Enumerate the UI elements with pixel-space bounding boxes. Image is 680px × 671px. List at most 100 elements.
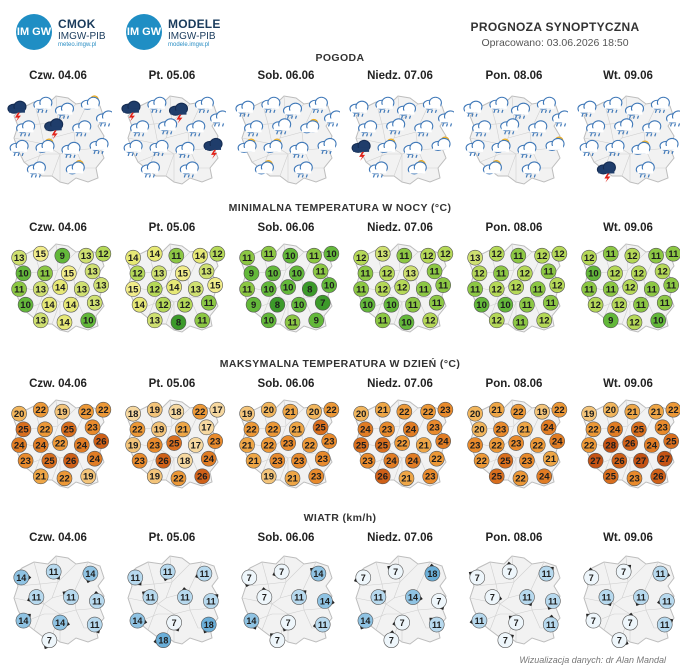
tmin-map-panel[interactable]: 13 15 9 13 12 10 11 15 13 11 13 14 13 13 10 14 14 13 13 14 1… xyxy=(4,240,112,338)
tmax-map-panel[interactable]: 20 22 19 22 22 25 22 25 23 24 24 22 24 26 23 25 26 24 21 22… xyxy=(4,396,112,494)
tmax-station-value: 23 xyxy=(324,436,335,447)
tmax-station: 21 xyxy=(284,470,301,487)
tmin-station: 12 xyxy=(488,245,505,262)
tmin-station-value: 11 xyxy=(470,284,481,295)
tmin-station-value: 12 xyxy=(552,280,563,291)
tmax-station-value: 22 xyxy=(584,440,595,451)
wind-speed-value: 7 xyxy=(275,636,280,646)
tmax-station: 24 xyxy=(383,452,400,469)
tmin-map-panel[interactable]: 12 11 12 11 11 10 12 12 12 11 11 12 11 11 12 12 11 11 9 12 1… xyxy=(574,240,680,338)
tmax-station-value: 21 xyxy=(287,474,298,485)
weather-map-panel[interactable] xyxy=(118,92,230,190)
tmax-station-value: 23 xyxy=(470,440,481,451)
cmok-logo-title: CMOK xyxy=(58,16,96,31)
tmin-map-panel[interactable]: 11 11 10 11 10 9 10 10 11 11 10 10 8 10 9 8 10 7 10 11 9 xyxy=(232,240,340,338)
wind-marker: 7 xyxy=(241,569,258,588)
tmin-station: 11 xyxy=(529,281,546,297)
tmax-station-value: 24 xyxy=(360,425,371,436)
tmin-station-value: 13 xyxy=(377,249,388,260)
tmax-station: 22 xyxy=(420,403,436,420)
weather-map-panel[interactable] xyxy=(346,92,458,190)
wind-marker: 14 xyxy=(13,569,32,586)
wind-speed-value: 7 xyxy=(503,636,508,646)
tmax-station-value: 26 xyxy=(197,472,208,483)
day-label-wind: Pon. 08.06 xyxy=(485,532,543,544)
rain-cloud-icon xyxy=(614,118,634,135)
tmin-map-panel[interactable]: 13 12 11 12 12 12 11 12 11 11 12 12 11 12 10 10 11 11 12 11… xyxy=(460,240,568,338)
tmin-station: 12 xyxy=(611,296,628,313)
tmax-map-panel[interactable]: 18 19 18 22 17 22 19 21 17 19 23 25 17 23 23 26 18 24 19 22… xyxy=(118,396,226,494)
tmax-station: 22 xyxy=(243,421,260,438)
wind-marker: 11 xyxy=(656,616,674,633)
wind-speed-value: 14 xyxy=(16,573,26,583)
tmax-map-panel[interactable]: 20 21 22 19 22 20 23 21 24 23 22 23 22 24 22 25 23 21 25 22… xyxy=(460,396,568,494)
weather-map-panel[interactable] xyxy=(232,92,344,190)
tmin-station-value: 11 xyxy=(242,284,253,295)
cmok-logo-sub: IMGW-PIB xyxy=(58,30,106,42)
tmax-station: 25 xyxy=(374,437,391,453)
modele-logo[interactable]: IM GW MODELE IMGW-PIB modele.imgw.pl xyxy=(126,14,221,50)
wind-marker: 7 xyxy=(280,614,296,632)
tmin-station-value: 12 xyxy=(539,316,550,327)
tmin-station-value: 9 xyxy=(608,316,613,327)
tmax-station-value: 22 xyxy=(268,425,279,436)
tmin-station: 11 xyxy=(405,296,421,313)
tmax-station: 22 xyxy=(37,421,53,438)
tmin-station-value: 11 xyxy=(636,300,647,311)
tmin-station-value: 12 xyxy=(180,300,191,311)
day-label-tmax: Pon. 08.06 xyxy=(485,378,543,390)
tmin-station-value: 10 xyxy=(476,300,487,311)
tmin-station-value: 13 xyxy=(76,284,87,295)
day-label-tmax: Pt. 05.06 xyxy=(148,378,196,390)
wind-marker: 11 xyxy=(127,569,144,586)
tmin-station-value: 11 xyxy=(430,267,441,278)
tmin-station: 11 xyxy=(633,296,649,313)
tmax-map-panel[interactable]: 19 20 21 20 22 22 22 21 25 21 22 23 22 23 21 23 23 23 19 21… xyxy=(232,396,340,494)
weather-map-panel[interactable] xyxy=(574,92,680,190)
tmin-station: 11 xyxy=(37,265,53,282)
tmax-station-value: 25 xyxy=(377,440,388,451)
partly-cloudy-icon xyxy=(431,136,451,151)
tmax-station: 24 xyxy=(643,437,660,453)
tmin-station-value: 11 xyxy=(647,284,658,295)
wind-speed-value: 14 xyxy=(85,569,95,579)
tmax-station-value: 22 xyxy=(304,440,315,451)
cmok-logo-url[interactable]: meteo.imgw.pl xyxy=(58,41,97,48)
cmok-logo[interactable]: IM GW CMOK IMGW-PIB meteo.imgw.pl xyxy=(16,14,106,50)
wind-map-panel[interactable]: 7 7 18 11 14 7 14 7 11 7 xyxy=(346,552,454,650)
wind-marker: 7 xyxy=(508,614,524,631)
tmin-station-value: 10 xyxy=(326,249,337,260)
tmin-station: 11 xyxy=(581,281,597,297)
wind-map-panel[interactable]: 7 7 11 11 11 11 7 7 11 7 xyxy=(574,552,680,650)
wind-marker: 18 xyxy=(153,632,172,648)
tmin-map-panel[interactable]: 14 14 11 14 12 12 13 15 13 15 12 14 13 15 14 12 12 11 13 8 1… xyxy=(118,240,226,338)
rain-cloud-icon xyxy=(603,96,623,113)
wind-map-panel[interactable]: 14 11 14 11 11 11 14 14 11 7 xyxy=(4,552,112,650)
day-label-tmax: Sob. 06.06 xyxy=(257,378,315,390)
modele-logo-url[interactable]: modele.imgw.pl xyxy=(168,41,210,48)
wind-map-panel[interactable]: 7 7 11 7 11 11 11 7 11 7 xyxy=(460,552,568,650)
tmax-map-panel[interactable]: 19 20 21 21 22 22 24 25 23 22 28 26 24 25 27 26 27 27 25 23… xyxy=(574,396,680,494)
rain-cloud-icon xyxy=(521,161,541,178)
tmax-station-value: 21 xyxy=(401,474,412,485)
rain-cloud-icon xyxy=(186,120,206,137)
weather-map-panel[interactable] xyxy=(4,92,116,190)
rain-cloud-icon xyxy=(54,102,75,119)
tmin-station-value: 10 xyxy=(653,316,664,327)
tmin-map-panel[interactable]: 12 13 11 12 12 11 12 13 11 11 12 12 11 11 10 10 11 11 11 10… xyxy=(346,240,454,338)
wind-map-panel[interactable]: 7 7 14 7 11 14 14 7 11 7 xyxy=(232,552,340,650)
rain-cloud-icon xyxy=(349,100,369,117)
tmin-station: 12 xyxy=(379,265,395,282)
rain-cloud-icon xyxy=(422,96,442,113)
tmax-station-value: 25 xyxy=(356,440,367,451)
rain-cloud-icon xyxy=(403,141,423,159)
weather-map-panel[interactable] xyxy=(460,92,572,190)
rain-cloud-icon xyxy=(282,102,303,119)
wind-map-panel[interactable]: 11 11 11 11 11 11 14 7 18 18 xyxy=(118,552,226,650)
wind-marker: 11 xyxy=(598,589,615,607)
wind-speed-value: 11 xyxy=(131,573,141,583)
tmax-station-value: 22 xyxy=(554,405,565,416)
tmax-station: 23 xyxy=(84,419,101,436)
tmax-map-panel[interactable]: 20 21 22 22 23 24 23 24 23 25 25 22 21 24 23 24 24 22 26 21… xyxy=(346,396,454,494)
tmax-station: 23 xyxy=(280,435,296,451)
